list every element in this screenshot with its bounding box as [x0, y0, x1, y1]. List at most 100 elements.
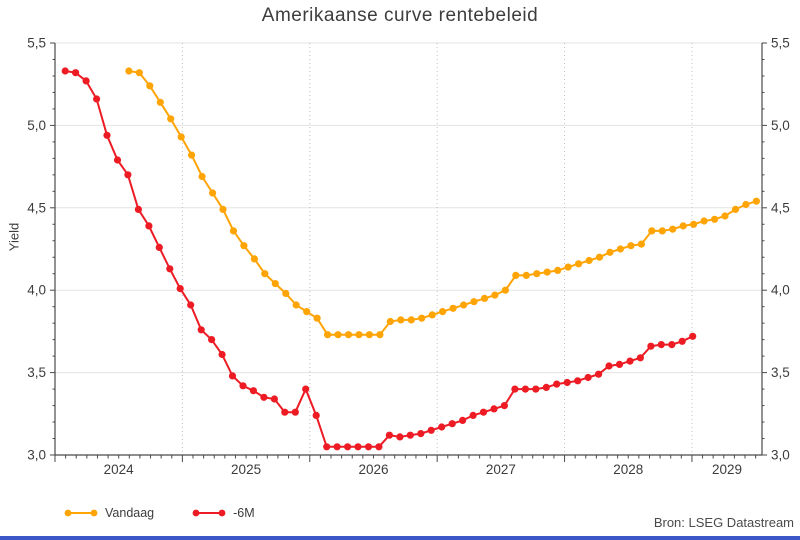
y-axis-label: Yield: [6, 222, 22, 252]
data-point: [386, 317, 394, 326]
data-point: [491, 291, 499, 299]
data-point: [292, 301, 300, 309]
data-point: [302, 385, 310, 393]
data-point: [418, 314, 426, 322]
data-point: [188, 151, 196, 159]
line-marker-icon: [192, 509, 226, 517]
data-point: [690, 220, 698, 228]
data-point: [365, 331, 373, 339]
data-point: [228, 372, 237, 380]
series--6m: [61, 67, 697, 451]
chart-title: Amerikaanse curve rentebeleid: [261, 5, 539, 26]
data-point: [209, 189, 217, 197]
data-point: [533, 270, 541, 278]
data-point: [271, 280, 279, 288]
data-point: [564, 263, 572, 271]
data-point: [208, 336, 216, 344]
data-point: [260, 393, 268, 401]
data-point: [124, 171, 132, 179]
x-tick-label: 2027: [486, 462, 516, 477]
data-point: [313, 314, 321, 322]
data-point: [323, 443, 331, 451]
data-point: [333, 443, 341, 451]
data-point: [156, 98, 164, 106]
legend-label: Vandaag: [105, 506, 155, 520]
data-point: [648, 227, 656, 235]
data-point: [554, 266, 562, 274]
data-point: [575, 260, 583, 268]
data-point: [627, 242, 635, 250]
data-point: [459, 416, 467, 424]
data-point: [375, 443, 383, 451]
data-point: [146, 82, 154, 90]
data-point: [135, 69, 143, 77]
data-point: [721, 212, 729, 220]
data-point: [606, 248, 614, 256]
data-point: [470, 298, 478, 306]
y-tick-label-right: 4,0: [771, 283, 790, 298]
data-point: [239, 382, 247, 390]
data-point: [658, 227, 666, 235]
legend-label: -6M: [233, 506, 255, 520]
data-point: [125, 67, 133, 75]
data-point: [553, 380, 561, 388]
data-point: [282, 289, 290, 298]
series-vandaag: [125, 67, 761, 339]
x-tick-label: 2029: [712, 462, 742, 477]
data-point: [197, 326, 205, 334]
y-tick-label-right: 4,5: [771, 200, 790, 215]
data-point: [155, 243, 163, 251]
data-point: [198, 172, 206, 181]
y-tick-label-left: 5,0: [27, 118, 46, 133]
data-point: [82, 77, 90, 85]
data-point: [521, 385, 530, 393]
data-point: [334, 331, 342, 339]
data-point: [742, 200, 750, 209]
data-point: [376, 331, 384, 339]
line-marker-icon: [64, 509, 98, 517]
data-point: [428, 311, 436, 319]
data-point: [752, 197, 761, 205]
data-point: [270, 395, 278, 403]
data-point: [605, 362, 613, 370]
source-credit: Bron: LSEG Datastream: [653, 515, 794, 530]
footer-bar: [0, 536, 800, 540]
x-tick-label: 2028: [613, 462, 643, 477]
data-point: [291, 408, 299, 416]
series-line: [128, 70, 757, 336]
data-point: [542, 383, 550, 391]
data-point: [595, 253, 604, 261]
data-point: [448, 420, 456, 428]
data-point: [532, 385, 540, 393]
y-tick-label-right: 3,5: [771, 365, 790, 380]
data-point: [636, 354, 645, 362]
data-point: [176, 285, 184, 293]
data-point: [407, 316, 415, 324]
data-point: [166, 265, 174, 273]
data-point: [574, 377, 582, 385]
data-point: [647, 342, 655, 350]
y-tick-label-left: 4,0: [27, 283, 46, 298]
data-point: [113, 156, 122, 164]
data-point: [61, 67, 69, 75]
data-point: [711, 215, 719, 223]
data-point: [669, 225, 677, 233]
data-point: [261, 270, 269, 278]
data-point: [145, 222, 153, 230]
data-point: [460, 301, 468, 309]
data-point: [469, 411, 477, 419]
x-tick-label: 2026: [358, 462, 388, 477]
data-point: [354, 443, 362, 451]
data-point: [250, 255, 258, 263]
data-point: [543, 268, 551, 276]
legend-item-6m: -6M: [190, 506, 255, 520]
data-point: [324, 331, 332, 339]
data-point: [731, 205, 740, 213]
data-point: [218, 350, 226, 359]
y-tick-label-left: 3,0: [27, 448, 46, 463]
data-point: [167, 115, 175, 123]
data-point: [678, 337, 686, 345]
legend-item-vandaag: Vandaag: [62, 506, 154, 520]
y-tick-label-right: 3,0: [771, 448, 790, 463]
